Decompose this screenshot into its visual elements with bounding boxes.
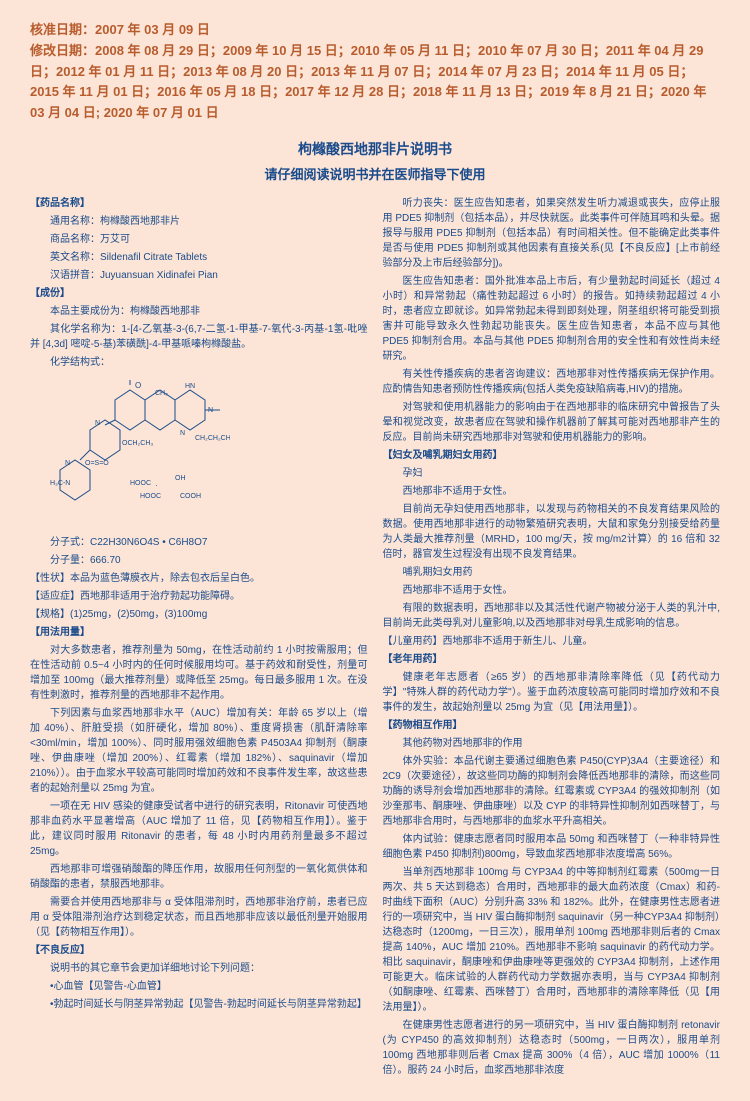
svg-text:N: N	[208, 407, 213, 414]
svg-text:N: N	[180, 430, 185, 437]
r-p7: 西地那非不适用于女性。	[383, 583, 721, 598]
chem-structure-label: 化学结构式：	[30, 355, 368, 370]
svg-text:H₃C-N: H₃C-N	[50, 480, 70, 487]
r-p14: 在健康男性志愿者进行的另一项研究中，当 HIV 蛋白酶抑制剂 retonavir…	[383, 1018, 721, 1078]
generic-name: 通用名称：枸橼酸西地那非片	[30, 214, 368, 229]
chem-name: 其化学名称为：1-[4-乙氧基-3-(6,7-二氢-1-甲基-7-氧代-3-丙基…	[30, 322, 368, 352]
approval-line1: 核准日期：2007 年 03 月 09 日	[30, 20, 720, 41]
svg-text:O: O	[135, 381, 141, 390]
erection-text: •勃起时间延长与阴茎异常勃起【见警告-勃起时间延长与阴茎异常勃起】	[30, 997, 368, 1012]
dosage-text5: 需要合并使用西地那非与 α 受体阻滞剂时，西地那非治疗前，患者已应用 α 受体阻…	[30, 895, 368, 940]
r-p8: 有限的数据表明，西地那非以及其活性代谢产物被分泌于人类的乳汁中,目前尚无此类母乳…	[383, 601, 721, 631]
adverse-label: 【不良反应】	[30, 943, 368, 958]
cardio-text: •心血管【见警告-心血管】	[30, 979, 368, 994]
mol-formula: 分子式：C22H30N6O4S • C6H8O7	[30, 535, 368, 550]
pregnancy-label: 【妇女及哺乳期妇女用药】	[383, 448, 721, 463]
dosage-text1: 对大多数患者，推荐剂量为 50mg，在性活动前约 1 小时按需服用；但在性活动前…	[30, 643, 368, 703]
r-p13: 当单剂西地那非 100mg 与 CYP3A4 的中等抑制剂红霉素（500mg一日…	[383, 865, 721, 1015]
svg-text:N: N	[95, 420, 100, 427]
children-label: 【儿童用药】西地那非不适用于新生儿、儿童。	[383, 634, 721, 649]
svg-text:N: N	[65, 460, 70, 467]
ingredients-label: 【成份】	[30, 286, 368, 301]
indications: 【适应症】西地那非适用于治疗勃起功能障碍。	[30, 589, 368, 604]
r-p5: 西地那非不适用于女性。	[383, 484, 721, 499]
chemical-structure-diagram: O CH₃ HN N N CH₂CH₂CH₃ N OCH₂CH₃ O=S=O N…	[30, 380, 368, 525]
svg-text:CH₃: CH₃	[155, 390, 168, 397]
elderly-label: 【老年用药】	[383, 652, 721, 667]
svg-text:HOOC: HOOC	[140, 493, 161, 500]
main-ingredient: 本品主要成份为：枸橼酸西地那非	[30, 304, 368, 319]
r-p9: 健康老年志愿者（≥65 岁）的西地那非清除率降低（见【药代动力学】"特殊人群的药…	[383, 670, 721, 715]
svg-text:·: ·	[155, 481, 158, 490]
mol-weight: 分子量：666.70	[30, 553, 368, 568]
r-p4: 对驾驶和使用机器能力的影响由于在西地那非的临床研究中曾报告了头晕和视觉改变，故患…	[383, 400, 721, 445]
svg-text:COOH: COOH	[180, 493, 201, 500]
left-column: 【药品名称】 通用名称：枸橼酸西地那非片 商品名称：万艾可 英文名称：Silde…	[30, 193, 368, 1081]
svg-text:CH₂CH₂CH₃: CH₂CH₂CH₃	[195, 435, 230, 442]
properties: 【性状】本品为蓝色薄膜衣片，除去包衣后呈白色。	[30, 571, 368, 586]
specs: 【规格】(1)25mg，(2)50mg，(3)100mg	[30, 607, 368, 622]
svg-text:OH: OH	[175, 475, 186, 482]
trade-name: 商品名称：万艾可	[30, 232, 368, 247]
r-p10: 其他药物对西地那非的作用	[383, 736, 721, 751]
dosage-label: 【用法用量】	[30, 625, 368, 640]
right-column: 听力丧失：医生应告知患者，如果突然发生听力减退或丧失，应停止服用 PDE5 抑制…	[383, 193, 721, 1081]
svg-text:HOOC: HOOC	[130, 480, 151, 487]
r-p3: 有关性传播疾病的患者咨询建议：西地那非对性传播疾病无保护作用。应酌情告知患者预防…	[383, 367, 721, 397]
svg-text:O=S=O: O=S=O	[85, 460, 109, 467]
dosage-text2: 下列因素与血浆西地那非水平（AUC）增加有关：年龄 65 岁以上（增加 40%）…	[30, 706, 368, 796]
drug-name-label: 【药品名称】	[30, 196, 368, 211]
svg-text:OCH₂CH₃: OCH₂CH₃	[122, 440, 153, 447]
r-p12: 体内试验：健康志愿者同时服用本品 50mg 和西咪替丁（一种非特异性细胞色素 P…	[383, 832, 721, 862]
document-title: 枸橼酸西地那非片说明书	[30, 139, 720, 159]
english-name: 英文名称：Sildenafil Citrate Tablets	[30, 250, 368, 265]
pinyin: 汉语拼音：Juyuansuan Xidinafei Pian	[30, 268, 368, 283]
r-p6: 目前尚无孕妇使用西地那非，以发现与药物相关的不良发育结果风险的数据。使用西地那非…	[383, 502, 721, 562]
pregnant-label: 孕妇	[383, 466, 721, 481]
svg-text:HN: HN	[185, 383, 195, 390]
nursing-label: 哺乳期妇女用药	[383, 565, 721, 580]
approval-dates: 核准日期：2007 年 03 月 09 日 修改日期：2008 年 08 月 2…	[30, 20, 720, 124]
interactions-label: 【药物相互作用】	[383, 718, 721, 733]
dosage-text3: 一项在无 HIV 感染的健康受试者中进行的研究表明，Ritonavir 可使西地…	[30, 799, 368, 859]
adverse-text: 说明书的其它章节会更加详细地讨论下列问题：	[30, 961, 368, 976]
r-p1: 听力丧失：医生应告知患者，如果突然发生听力减退或丧失，应停止服用 PDE5 抑制…	[383, 196, 721, 271]
r-p11: 体外实验：本品代谢主要通过细胞色素 P450(CYP)3A4（主要途径）和 2C…	[383, 754, 721, 829]
document-subtitle: 请仔细阅读说明书并在医师指导下使用	[30, 164, 720, 183]
r-p2: 医生应告知患者：国外批准本品上市后，有少量勃起时间延长（超过 4 小时）和异常勃…	[383, 274, 721, 364]
approval-line2: 修改日期：2008 年 08 月 29 日；2009 年 10 月 15 日；2…	[30, 41, 720, 124]
dosage-text4: 西地那非可增强硝酸酯的降压作用，故服用任何剂型的一氧化氮供体和硝酸酯的患者，禁服…	[30, 862, 368, 892]
